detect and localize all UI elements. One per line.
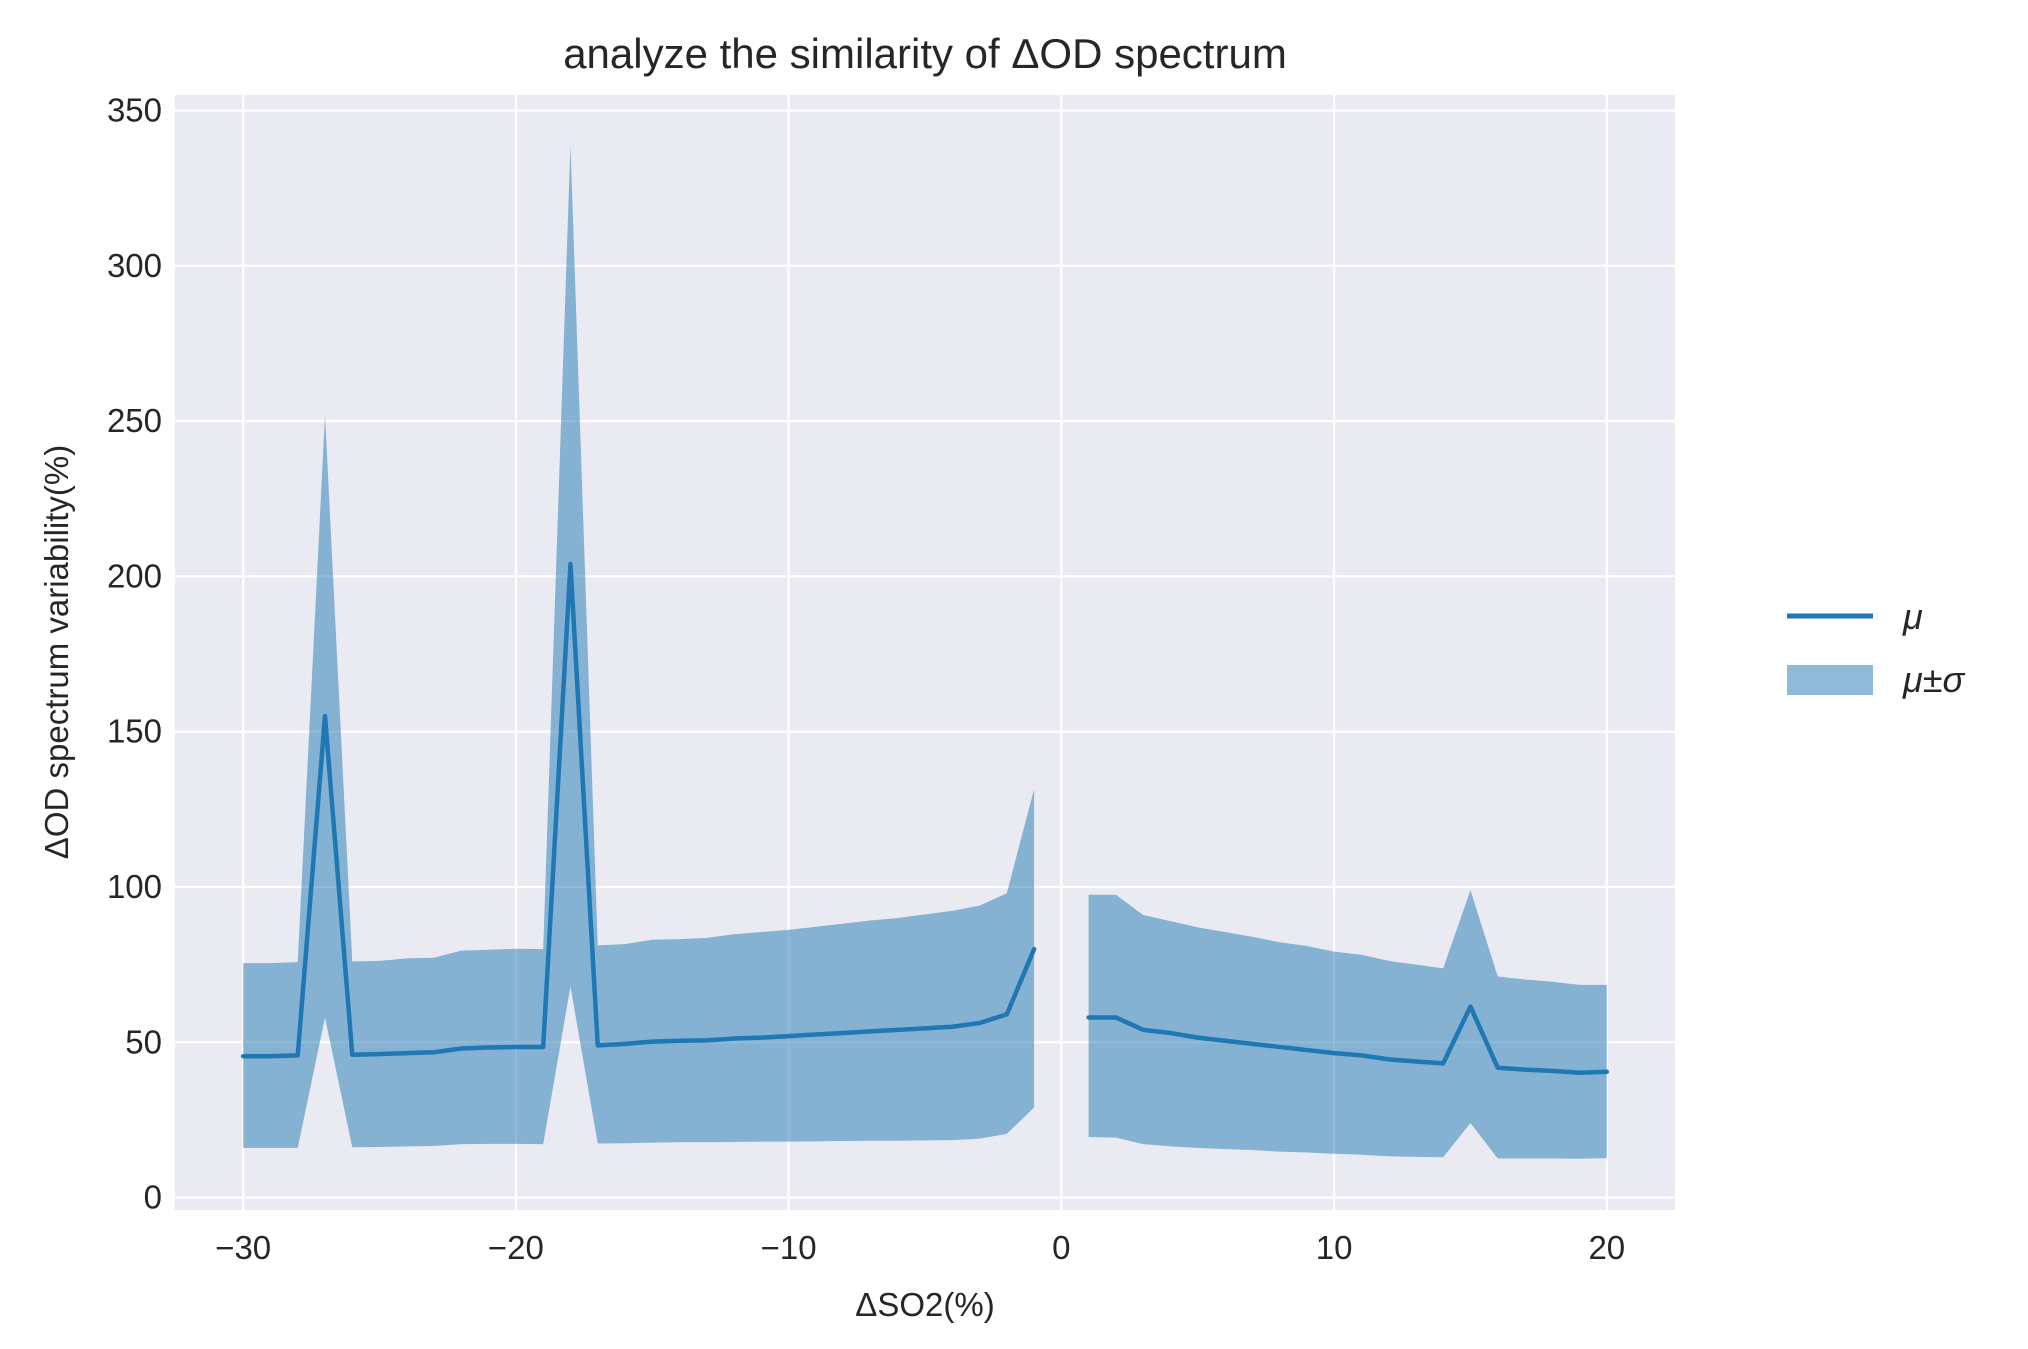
- y-tick-label: 0: [144, 1179, 162, 1216]
- legend-label-mu-pm-sigma: μ±σ: [1902, 659, 1965, 700]
- y-tick-label: 350: [107, 92, 162, 129]
- x-tick-label: 20: [1588, 1229, 1625, 1266]
- sigma-band: [243, 144, 1035, 1148]
- sigma-band-layer: [243, 144, 1607, 1159]
- x-tick-label: −20: [488, 1229, 544, 1266]
- mean-line: [1086, 1004, 1610, 1075]
- x-tick-label: −10: [761, 1229, 817, 1266]
- mean-line-layer: [240, 561, 1610, 1075]
- x-tick-label: 0: [1052, 1229, 1070, 1266]
- y-tick-label: 100: [107, 868, 162, 905]
- sigma-band: [1088, 890, 1607, 1159]
- legend-band-swatch: [1787, 665, 1873, 695]
- y-tick-label: 50: [125, 1023, 162, 1060]
- legend-label-mu: μ: [1902, 596, 1923, 637]
- x-axis-label: ΔSO2(%): [855, 1286, 994, 1323]
- x-tick-labels: −30 −20 −10 0 10 20: [215, 1229, 1625, 1266]
- y-tick-label: 200: [107, 557, 162, 594]
- chart-title: analyze the similarity of ΔOD spectrum: [563, 30, 1287, 77]
- x-tick-label: −30: [215, 1229, 271, 1266]
- x-tick-label: 10: [1316, 1229, 1353, 1266]
- y-tick-label: 250: [107, 402, 162, 439]
- legend: μ μ±σ: [1787, 596, 1965, 700]
- y-axis-label: ΔOD spectrum variability(%): [38, 445, 75, 859]
- mean-line: [240, 561, 1037, 1059]
- y-tick-label: 150: [107, 713, 162, 750]
- y-tick-labels: 0 50 100 150 200 250 300 350: [107, 92, 162, 1216]
- y-tick-label: 300: [107, 247, 162, 284]
